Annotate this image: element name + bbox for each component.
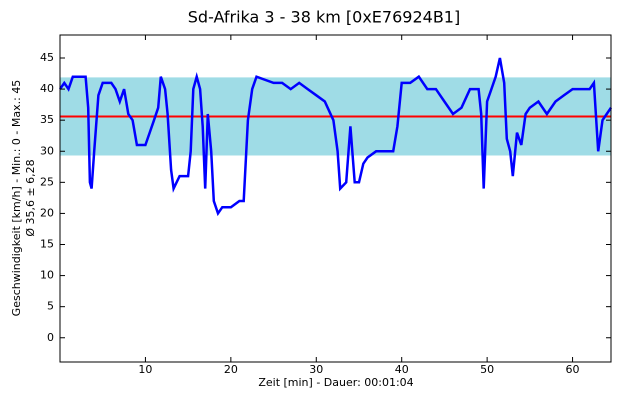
y-tick-label: 0 <box>47 331 54 344</box>
y-tick-label: 35 <box>40 113 54 126</box>
data-line <box>58 57 613 217</box>
x-axis-label: Zeit [min] - Dauer: 00:01:04 <box>258 376 413 389</box>
x-tick-label: 40 <box>395 363 409 376</box>
y-axis-label: Geschwindigkeit [km/h] - Min.: 0 - Max.:… <box>10 80 23 317</box>
x-tick-label: 10 <box>138 363 152 376</box>
x-tick-label: 60 <box>566 363 580 376</box>
y-tick-label: 40 <box>40 82 54 95</box>
x-tick-label: 20 <box>224 363 238 376</box>
y-tick-label: 25 <box>40 175 54 188</box>
plot-frame <box>59 34 612 363</box>
y-tick-label: 20 <box>40 206 54 219</box>
y-tick-label: 45 <box>40 51 54 64</box>
y-axis-label-stats: Ø 35,6 ± 6,28 <box>24 159 37 236</box>
x-tick-label: 30 <box>309 363 323 376</box>
chart-title: Sd-Afrika 3 - 38 km [0xE76924B1] <box>188 8 460 27</box>
y-tick-label: 5 <box>47 300 54 313</box>
x-tick-label: 50 <box>480 363 494 376</box>
y-tick-label: 15 <box>40 238 54 251</box>
y-tick-label: 10 <box>40 269 54 282</box>
y-tick-label: 30 <box>40 144 54 157</box>
